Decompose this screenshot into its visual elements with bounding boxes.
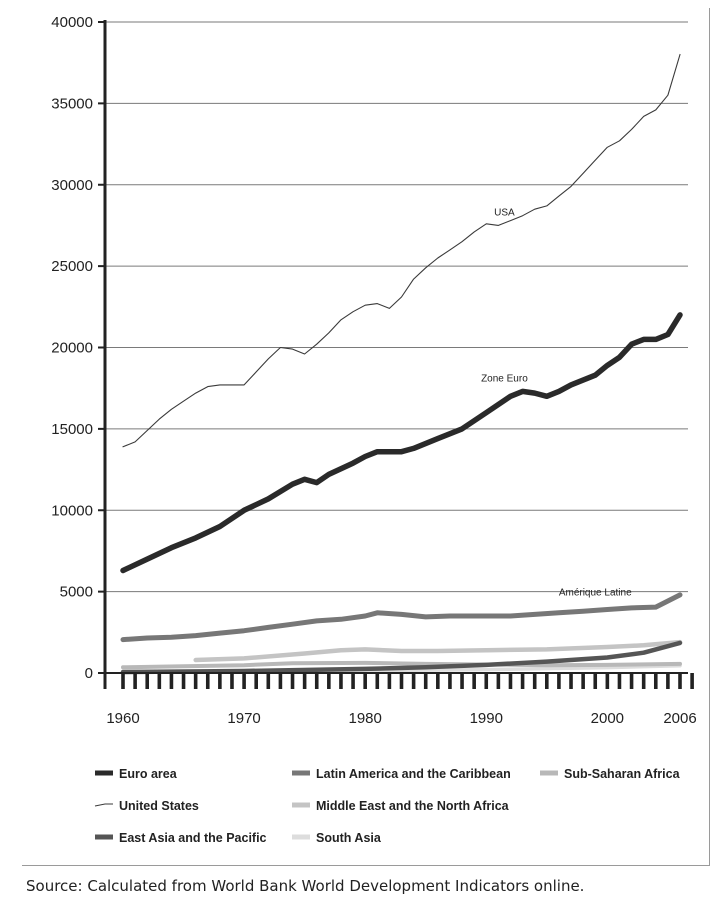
- legend-item-latin: Latin America and the Caribbean: [292, 767, 511, 781]
- series-lines: [120, 53, 683, 675]
- series-euro-line: [120, 312, 683, 574]
- annotation-label: Amérique Latine: [559, 588, 632, 599]
- source-note: Source: Calculated from World Bank World…: [26, 877, 585, 895]
- legend: Euro area Latin America and the Caribbean…: [94, 767, 681, 845]
- series-eastasia-line: [120, 640, 683, 675]
- legend-item-eastasia: East Asia and the Pacific: [95, 831, 267, 845]
- axes: 0 5000 10000 15000 20000 25000 30000 35000 40000…: [51, 14, 696, 727]
- y-tick-label: 10000: [51, 502, 93, 519]
- x-tick-label: 2000: [591, 710, 624, 727]
- chart-frame: [22, 8, 710, 866]
- y-tick-label: 20000: [51, 340, 93, 357]
- grid-lines: [105, 21, 688, 593]
- legend-label: Middle East and the North Africa: [316, 799, 510, 813]
- legend-label: Latin America and the Caribbean: [316, 767, 511, 781]
- y-tick-label: 25000: [51, 258, 93, 275]
- legend-label: United States: [119, 799, 199, 813]
- legend-item-southasia: South Asia: [292, 831, 382, 845]
- legend-label: Sub-Saharan Africa: [564, 767, 681, 781]
- legend-item-ssa: Sub-Saharan Africa: [540, 767, 681, 781]
- legend-swatch: [94, 803, 113, 807]
- y-tick-label: 35000: [51, 95, 93, 112]
- annotation-label: Zone Euro: [481, 374, 528, 385]
- legend-label: East Asia and the Pacific: [119, 831, 267, 845]
- x-tick-label: 1990: [470, 710, 503, 727]
- line-chart: 0 5000 10000 15000 20000 25000 30000 35000 40000…: [51, 14, 696, 845]
- annotations: USA Zone Euro Amérique Latine: [481, 208, 632, 599]
- y-tick-label: 30000: [51, 177, 93, 194]
- series-mena-line: [193, 639, 683, 663]
- x-tick-label: 1970: [227, 710, 260, 727]
- series-us-line: [122, 53, 681, 448]
- y-tick-label: 15000: [51, 421, 93, 438]
- x-tick-label: 1980: [348, 710, 381, 727]
- x-tick-label: 1960: [106, 710, 139, 727]
- y-tick-label: 5000: [60, 584, 93, 601]
- annotation-label: USA: [494, 208, 515, 219]
- y-tick-label: 40000: [51, 14, 93, 31]
- legend-label: South Asia: [316, 831, 382, 845]
- legend-item-us: United States: [94, 799, 199, 813]
- y-tick-label: 0: [85, 665, 93, 682]
- x-tick-label: 2006: [663, 710, 696, 727]
- legend-item-mena: Middle East and the North Africa: [292, 799, 510, 813]
- legend-item-euro: Euro area: [95, 767, 178, 781]
- series-ssa-line: [121, 660, 682, 670]
- legend-label: Euro area: [119, 767, 178, 781]
- series-latin-line: [120, 592, 683, 643]
